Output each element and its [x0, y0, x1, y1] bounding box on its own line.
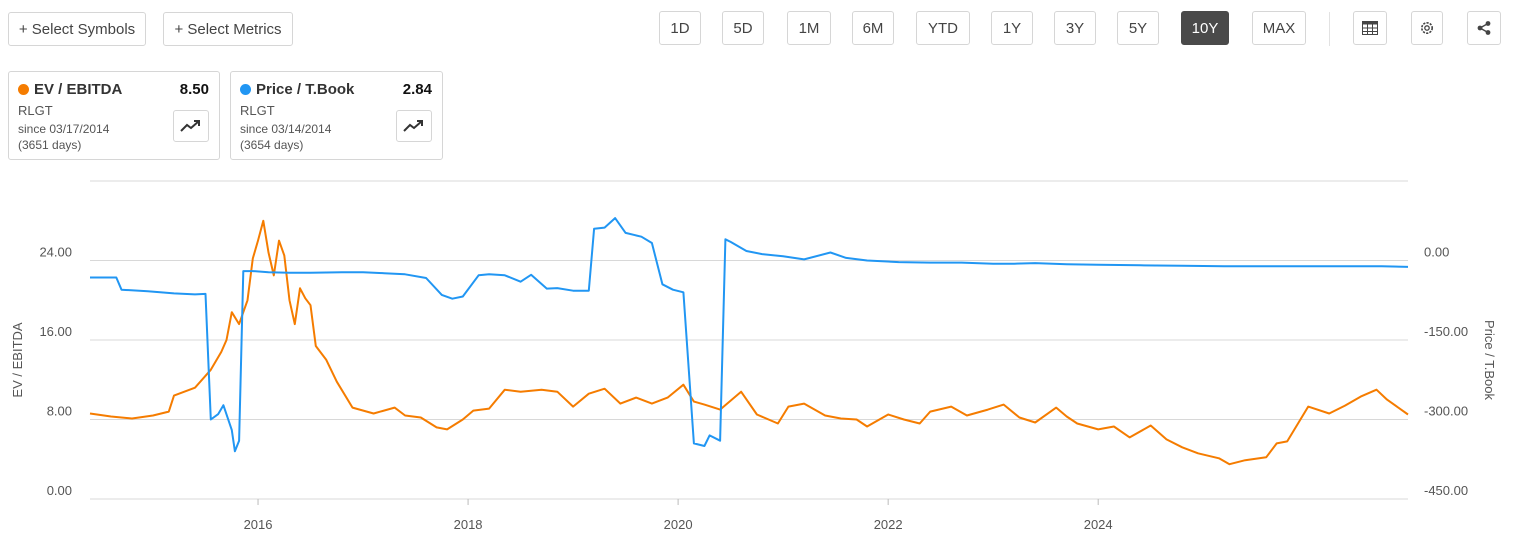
x-tick-label: 2024	[1084, 517, 1113, 532]
x-tick-label: 2022	[874, 517, 903, 532]
x-tick-label: 2020	[664, 517, 693, 532]
toolbar-divider	[1329, 12, 1330, 46]
select-symbols-button[interactable]: + Select Symbols	[8, 12, 146, 46]
y-left-tick-label: 24.00	[39, 245, 72, 260]
series-color-dot	[18, 84, 29, 95]
y-left-tick-label: 8.00	[47, 404, 72, 419]
select-metrics-button[interactable]: + Select Metrics	[163, 12, 293, 46]
range-button-6m[interactable]: 6M	[852, 11, 894, 45]
y-left-axis-label: EV / EBITDA	[10, 322, 25, 397]
y-left-tick-label: 16.00	[39, 324, 72, 339]
range-button-5d[interactable]: 5D	[722, 11, 764, 45]
metric-value: 2.84	[402, 81, 432, 98]
y-right-tick-label: -150.00	[1424, 324, 1468, 339]
settings-button[interactable]	[1411, 11, 1443, 45]
y-right-axis-label: Price / T.Book	[1482, 320, 1497, 400]
y-left-tick-label: 0.00	[47, 483, 72, 498]
trending-up-icon	[180, 120, 200, 132]
metric-title: EV / EBITDA	[34, 81, 123, 98]
gear-icon	[1421, 22, 1433, 34]
range-button-10y[interactable]: 10Y	[1181, 11, 1229, 45]
metric-card-price-tbook[interactable]: Price / T.Book 2.84 RLGT since 03/14/201…	[230, 71, 443, 160]
metric-since: since 03/14/2014	[240, 122, 332, 136]
x-tick-label: 2016	[244, 517, 273, 532]
range-button-ytd[interactable]: YTD	[916, 11, 970, 45]
series-line-price-t-book	[90, 217, 1409, 453]
range-button-3y[interactable]: 3Y	[1054, 11, 1096, 45]
metric-symbol: RLGT	[18, 103, 53, 118]
trend-button[interactable]	[173, 110, 209, 142]
trend-button[interactable]	[396, 110, 432, 142]
range-button-1m[interactable]: 1M	[787, 11, 831, 45]
range-button-1y[interactable]: 1Y	[991, 11, 1033, 45]
share-button[interactable]	[1467, 11, 1501, 45]
y-right-tick-label: -450.00	[1424, 483, 1468, 498]
metric-title: Price / T.Book	[256, 81, 355, 98]
range-button-max[interactable]: MAX	[1252, 11, 1306, 45]
metric-card-ev-ebitda[interactable]: EV / EBITDA 8.50 RLGT since 03/17/2014 (…	[8, 71, 220, 160]
line-chart: 0.00 8.00 16.00 24.00 -450.00 -300.00 -150.00 0…	[10, 180, 1497, 532]
share-icon	[1477, 21, 1491, 35]
series-line-ev-ebitda	[89, 219, 1409, 466]
range-button-1d[interactable]: 1D	[659, 11, 701, 45]
series-color-dot	[240, 84, 251, 95]
metric-value: 8.50	[179, 81, 209, 98]
table-view-button[interactable]	[1353, 11, 1387, 45]
metric-since: since 03/17/2014	[18, 122, 110, 136]
metric-days: (3651 days)	[18, 138, 82, 152]
x-tick-label: 2018	[454, 517, 483, 532]
table-icon	[1362, 21, 1378, 35]
metric-days: (3654 days)	[240, 138, 304, 152]
trending-up-icon	[403, 120, 423, 132]
y-right-tick-label: 0.00	[1424, 245, 1449, 260]
metric-symbol: RLGT	[240, 103, 275, 118]
y-right-tick-label: -300.00	[1424, 404, 1468, 419]
range-button-5y[interactable]: 5Y	[1117, 11, 1159, 45]
